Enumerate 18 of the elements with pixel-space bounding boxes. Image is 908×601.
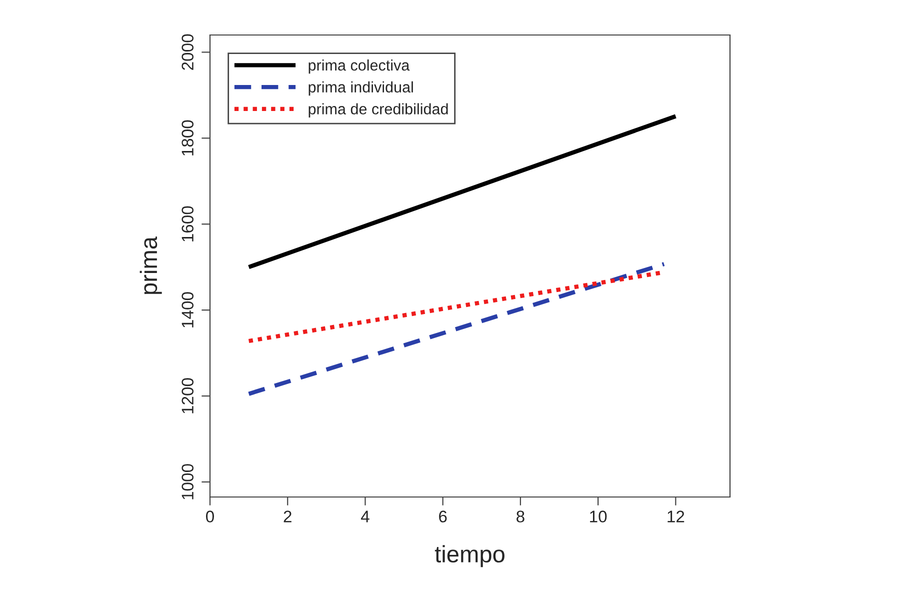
y-tick-label: 1200 bbox=[182, 378, 194, 414]
x-tick-label: 0 bbox=[206, 510, 214, 522]
y-axis-title: prima bbox=[140, 236, 162, 294]
x-axis-title: tiempo bbox=[434, 545, 504, 568]
x-tick-label: 4 bbox=[360, 510, 370, 522]
x-tick-label: 6 bbox=[439, 510, 447, 522]
y-tick-label: 2000 bbox=[182, 34, 194, 70]
x-tick-label: 2 bbox=[284, 510, 292, 522]
y-tick-label: 1800 bbox=[182, 120, 194, 156]
legend-label: prima colectiva bbox=[308, 59, 410, 74]
y-tick-label: 1000 bbox=[182, 464, 194, 500]
legend-label: prima de credibilidad bbox=[308, 103, 448, 118]
y-tick-label: 1600 bbox=[182, 206, 194, 242]
x-tick-label: 8 bbox=[516, 510, 524, 522]
x-tick-label: 10 bbox=[590, 510, 607, 522]
legend-label: prima individual bbox=[308, 81, 413, 96]
x-tick-label: 12 bbox=[668, 510, 684, 522]
y-tick-label: 1400 bbox=[182, 292, 194, 328]
